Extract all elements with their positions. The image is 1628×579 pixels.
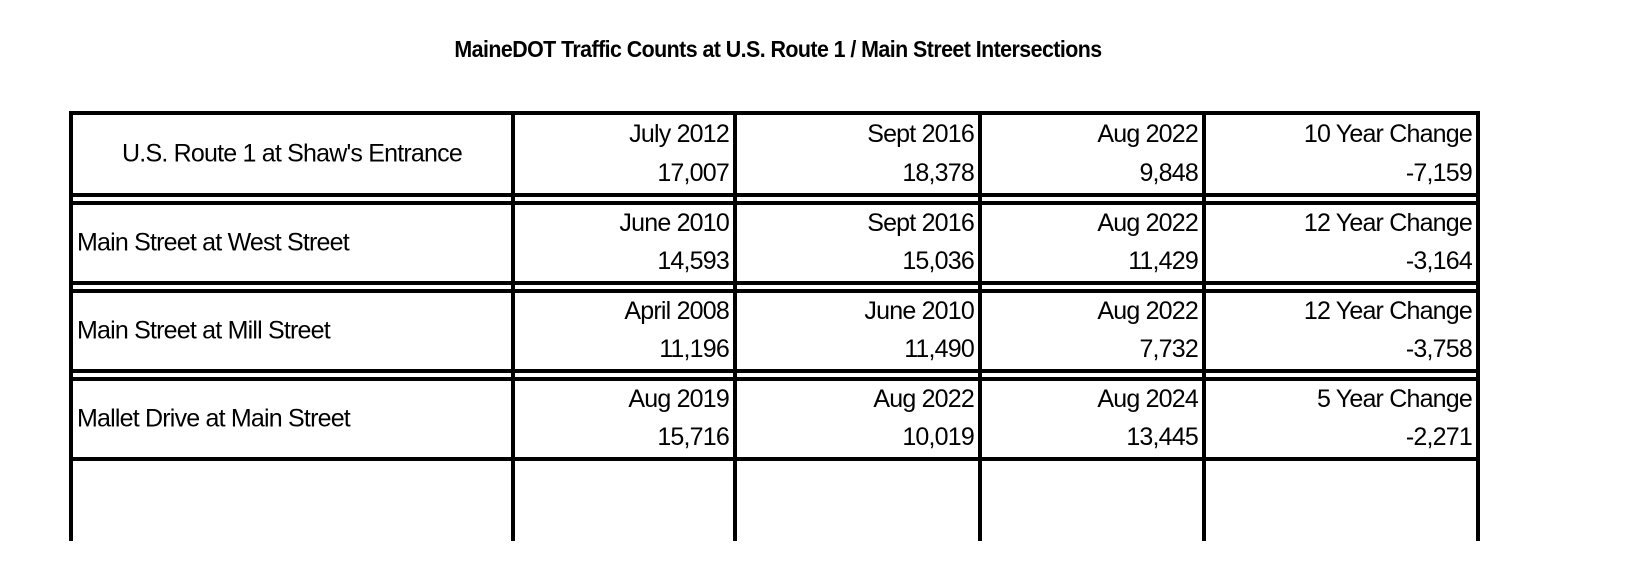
table-row: Mallet Drive at Main Street Aug 2019 15,… bbox=[69, 377, 1480, 457]
location-label: U.S. Route 1 at Shaw's Entrance bbox=[122, 139, 463, 168]
count-date: Sept 2016 bbox=[867, 209, 975, 237]
count-date: Aug 2022 bbox=[873, 385, 974, 413]
separator-cell bbox=[982, 197, 1206, 201]
traffic-counts-table: U.S. Route 1 at Shaw's Entrance July 201… bbox=[69, 111, 1480, 541]
count-value: 14,593 bbox=[657, 247, 729, 275]
count-cell: Aug 2022 9,848 bbox=[982, 115, 1206, 193]
change-value: -3,164 bbox=[1405, 247, 1473, 275]
change-value: -2,271 bbox=[1405, 423, 1473, 451]
count-value: 13,445 bbox=[1126, 423, 1198, 451]
count-value: 9,848 bbox=[1139, 159, 1198, 187]
separator-cell bbox=[737, 373, 982, 377]
count-value: 11,429 bbox=[1128, 247, 1199, 275]
count-cell: June 2010 11,490 bbox=[737, 293, 982, 369]
count-date: Sept 2016 bbox=[867, 120, 975, 148]
empty-cell bbox=[982, 461, 1206, 541]
count-value: 11,490 bbox=[904, 335, 975, 363]
count-cell: Aug 2022 10,019 bbox=[737, 381, 982, 457]
separator-cell bbox=[73, 285, 515, 289]
location-cell: Main Street at Mill Street bbox=[73, 293, 515, 369]
change-cell: 12 Year Change -3,758 bbox=[1206, 293, 1476, 369]
change-value: -7,159 bbox=[1405, 159, 1473, 187]
row-separator bbox=[69, 281, 1480, 289]
change-label: 12 Year Change bbox=[1303, 209, 1473, 237]
change-label: 5 Year Change bbox=[1316, 385, 1473, 413]
separator-cell bbox=[982, 285, 1206, 289]
separator-cell bbox=[737, 197, 982, 201]
empty-table-row bbox=[69, 457, 1480, 541]
location-cell: Main Street at West Street bbox=[73, 205, 515, 281]
count-cell: Aug 2022 11,429 bbox=[982, 205, 1206, 281]
count-cell: April 2008 11,196 bbox=[515, 293, 737, 369]
table-row: Main Street at West Street June 2010 14,… bbox=[69, 201, 1480, 281]
change-value: -3,758 bbox=[1405, 335, 1473, 363]
count-date: July 2012 bbox=[629, 120, 730, 148]
change-cell: 10 Year Change -7,159 bbox=[1206, 115, 1476, 193]
count-cell: Aug 2019 15,716 bbox=[515, 381, 737, 457]
separator-cell bbox=[73, 197, 515, 201]
location-label: Mallet Drive at Main Street bbox=[77, 404, 351, 433]
count-cell: Aug 2024 13,445 bbox=[982, 381, 1206, 457]
separator-cell bbox=[515, 285, 737, 289]
count-value: 15,716 bbox=[657, 423, 729, 451]
separator-cell bbox=[73, 373, 515, 377]
count-value: 11,196 bbox=[659, 335, 730, 363]
count-date: Aug 2022 bbox=[1097, 209, 1198, 237]
empty-cell bbox=[515, 461, 737, 541]
count-value: 18,378 bbox=[902, 159, 974, 187]
separator-cell bbox=[515, 373, 737, 377]
count-date: April 2008 bbox=[624, 297, 729, 325]
location-label: Main Street at West Street bbox=[77, 228, 350, 257]
separator-cell bbox=[982, 373, 1206, 377]
change-cell: 12 Year Change -3,164 bbox=[1206, 205, 1476, 281]
count-value: 15,036 bbox=[902, 247, 974, 275]
count-cell: Sept 2016 18,378 bbox=[737, 115, 982, 193]
row-separator bbox=[69, 369, 1480, 377]
count-value: 17,007 bbox=[657, 159, 729, 187]
empty-cell bbox=[737, 461, 982, 541]
empty-cell bbox=[1206, 461, 1476, 541]
count-date: Aug 2022 bbox=[1097, 120, 1198, 148]
count-date: Aug 2022 bbox=[1097, 297, 1198, 325]
change-label: 12 Year Change bbox=[1303, 297, 1473, 325]
row-separator bbox=[69, 193, 1480, 201]
count-date: Aug 2019 bbox=[628, 385, 729, 413]
count-cell: Aug 2022 7,732 bbox=[982, 293, 1206, 369]
table-row: Main Street at Mill Street April 2008 11… bbox=[69, 289, 1480, 369]
separator-cell bbox=[515, 197, 737, 201]
count-date: Aug 2024 bbox=[1097, 385, 1198, 413]
table-row: U.S. Route 1 at Shaw's Entrance July 201… bbox=[69, 111, 1480, 193]
count-date: June 2010 bbox=[864, 297, 974, 325]
count-value: 7,732 bbox=[1139, 335, 1198, 363]
count-cell: Sept 2016 15,036 bbox=[737, 205, 982, 281]
count-value: 10,019 bbox=[902, 423, 974, 451]
location-cell: U.S. Route 1 at Shaw's Entrance bbox=[73, 115, 515, 193]
count-cell: July 2012 17,007 bbox=[515, 115, 737, 193]
change-cell: 5 Year Change -2,271 bbox=[1206, 381, 1476, 457]
count-date: June 2010 bbox=[619, 209, 729, 237]
count-cell: June 2010 14,593 bbox=[515, 205, 737, 281]
empty-cell bbox=[73, 461, 515, 541]
change-label: 10 Year Change bbox=[1303, 120, 1473, 148]
document-title: MaineDOT Traffic Counts at U.S. Route 1 … bbox=[454, 36, 1102, 62]
location-label: Main Street at Mill Street bbox=[77, 316, 331, 345]
separator-cell bbox=[737, 285, 982, 289]
location-cell: Mallet Drive at Main Street bbox=[73, 381, 515, 457]
